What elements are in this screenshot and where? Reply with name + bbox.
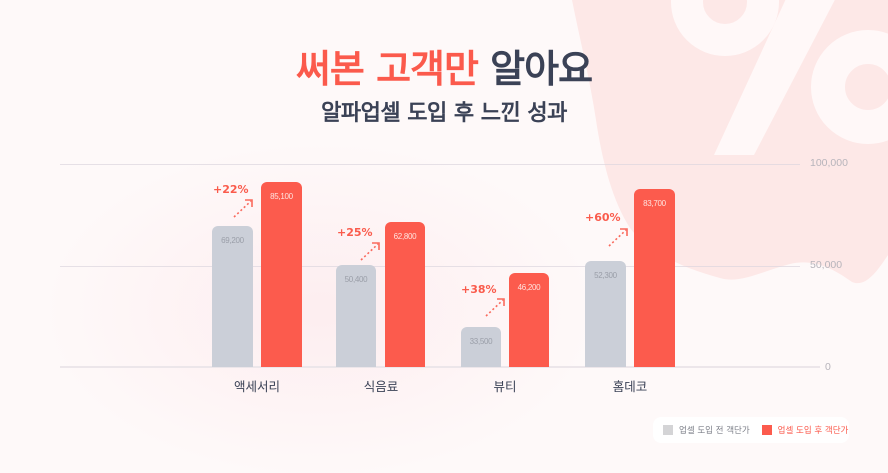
gridline-50000 — [60, 266, 800, 267]
category-label-food: 식음료 — [363, 379, 399, 394]
title-accent: 써본 고객만 — [295, 47, 479, 91]
increase-label-homedeco: +60% — [585, 211, 621, 224]
bar-value: 52,300 — [594, 271, 617, 280]
category-label-homedeco: 홈데코 — [612, 379, 648, 394]
bar-value: 50,400 — [344, 275, 368, 284]
gridline-100000 — [60, 164, 800, 165]
bar-before-beauty[interactable]: 33,500 — [461, 327, 501, 367]
bar-value: 69,200 — [221, 236, 244, 245]
background-glow — [40, 140, 600, 473]
y-tick-0: 0 — [825, 361, 831, 373]
bar-before-food[interactable]: 50,400 — [336, 265, 376, 367]
legend-swatch-before — [663, 425, 673, 435]
dotted-arrow-icon — [608, 228, 628, 247]
legend-label-before: 업셀 도입 전 객단가 — [679, 426, 750, 436]
percent-icon — [671, 0, 888, 155]
title-rest: 알아요 — [477, 47, 593, 91]
category-label-beauty: 뷰티 — [493, 379, 517, 394]
y-tick-50000: 50,000 — [810, 259, 843, 271]
y-tick-100000: 100,000 — [810, 157, 848, 169]
dotted-arrow-icon — [485, 298, 505, 317]
dotted-arrow-icon — [360, 242, 380, 261]
page-title: 써본 고객만 알아요 — [0, 38, 888, 93]
bar-before-homedeco[interactable]: 52,300 — [585, 261, 626, 367]
bar-after-homedeco[interactable]: 83,700 — [634, 189, 675, 367]
bar-value: 33,500 — [469, 337, 493, 346]
bar-value: 83,700 — [643, 199, 666, 208]
bar-value: 62,800 — [393, 232, 417, 241]
increase-label-accessory: +22% — [213, 183, 249, 196]
bar-value: 85,100 — [270, 192, 293, 201]
bar-after-beauty[interactable]: 46,200 — [509, 273, 549, 367]
legend-item-after[interactable]: 업셀 도입 후 객단가 — [761, 424, 849, 436]
dotted-arrow-icon — [233, 199, 253, 218]
bar-after-accessory[interactable]: 85,100 — [261, 182, 302, 367]
increase-label-beauty: +38% — [461, 283, 497, 296]
increase-label-food: +25% — [337, 226, 373, 239]
legend-label-after: 업셀 도입 후 객단가 — [777, 426, 849, 436]
legend-swatch-after — [761, 425, 772, 435]
bar-before-accessory[interactable]: 69,200 — [212, 226, 253, 367]
bar-value: 46,200 — [517, 283, 541, 292]
chart-baseline — [60, 366, 820, 368]
page-subtitle: 알파업셀 도입 후 느낀 성과 — [321, 101, 567, 126]
chart-legend: 업셀 도입 전 객단가 업셀 도입 후 객단가 — [653, 417, 849, 443]
bar-after-food[interactable]: 62,800 — [385, 222, 425, 367]
legend-item-before[interactable]: 업셀 도입 전 객단가 — [663, 424, 750, 436]
category-label-accessory: 액세서리 — [233, 379, 280, 394]
